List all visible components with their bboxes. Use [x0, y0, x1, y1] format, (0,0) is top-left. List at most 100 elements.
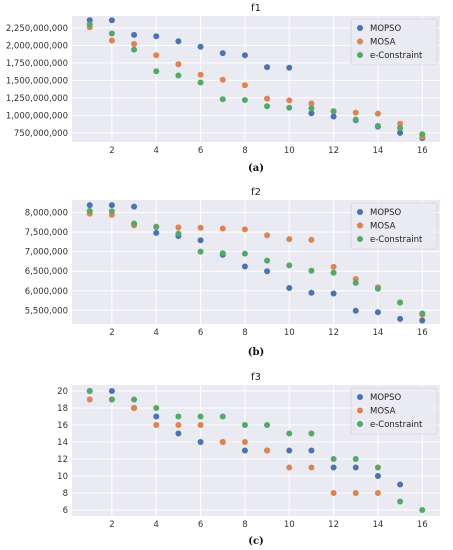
legend-label: MOPSO [370, 208, 402, 218]
y-tick-label: 20 [57, 387, 68, 397]
data-point [352, 116, 359, 123]
data-point [241, 438, 248, 445]
data-point [374, 285, 381, 292]
data-point [197, 43, 204, 50]
legend-marker [357, 52, 363, 58]
legend: MOPSO MOSA e-Constraint [350, 202, 438, 250]
data-point [241, 421, 248, 428]
data-point [219, 96, 226, 103]
data-point [419, 310, 426, 317]
data-point [153, 229, 160, 236]
data-point [219, 50, 226, 57]
data-point [131, 46, 138, 53]
y-tick-label: 7,500,000 [25, 228, 68, 238]
data-point [264, 421, 271, 428]
data-point [286, 104, 293, 111]
x-tick-label: 16 [417, 328, 428, 338]
data-point [197, 71, 204, 78]
data-point [153, 52, 160, 59]
data-point [308, 100, 315, 107]
data-point [374, 110, 381, 117]
data-point [197, 224, 204, 231]
data-point [308, 105, 315, 112]
data-point [352, 109, 359, 116]
series-MOPSO [86, 202, 426, 324]
data-point [108, 387, 115, 394]
legend-marker [357, 25, 363, 31]
x-tick-label: 6 [198, 520, 203, 530]
data-point [197, 421, 204, 428]
series-e-Constraint [86, 387, 426, 514]
data-point [374, 309, 381, 316]
x-tick-label: 2 [109, 328, 114, 338]
x-tick-label: 10 [284, 146, 295, 156]
data-point [286, 464, 293, 471]
data-point [108, 202, 115, 209]
y-tick-label: 1,750,000,000 [6, 59, 68, 69]
data-point [108, 30, 115, 37]
legend-box [350, 18, 438, 66]
x-tick-label: 4 [154, 146, 159, 156]
x-tick-label: 16 [417, 520, 428, 530]
data-point [241, 52, 248, 59]
data-point [352, 279, 359, 286]
data-point [330, 263, 337, 270]
data-point [308, 447, 315, 454]
data-point [352, 456, 359, 463]
data-point [264, 268, 271, 275]
legend-marker [357, 222, 363, 229]
data-point [219, 76, 226, 83]
data-point [286, 262, 293, 269]
data-point [175, 413, 182, 420]
data-point [264, 103, 271, 110]
y-tick-label: 18 [57, 404, 68, 414]
y-tick-label: 750,000,000 [14, 129, 68, 139]
legend-label: MOSA [370, 222, 396, 232]
data-point [86, 396, 93, 403]
y-tick-label: 7,000,000 [25, 248, 68, 258]
data-point [131, 404, 138, 411]
data-point [197, 237, 204, 244]
panel-title: f1 [251, 3, 261, 14]
data-point [153, 413, 160, 420]
data-point [397, 129, 404, 136]
data-point [197, 248, 204, 255]
x-tick-label: 8 [242, 328, 247, 338]
data-point [175, 224, 182, 231]
data-point [241, 447, 248, 454]
data-point [86, 202, 93, 209]
x-tick-label: 10 [284, 328, 295, 338]
data-point [330, 108, 337, 115]
panel-title: f2 [251, 187, 261, 198]
data-point [352, 464, 359, 471]
y-tick-label: 8,000,000 [25, 209, 68, 219]
y-tick-label: 5,500,000 [25, 306, 68, 316]
data-point [308, 289, 315, 296]
data-point [175, 430, 182, 437]
data-point [86, 387, 93, 394]
data-point [153, 33, 160, 40]
y-tick-label: 16 [57, 421, 68, 431]
legend-box [350, 202, 438, 250]
data-point [108, 17, 115, 24]
data-point [264, 447, 271, 454]
data-point [308, 430, 315, 437]
data-point [241, 97, 248, 103]
data-point [153, 421, 160, 428]
legend-label: e-Constraint [370, 235, 423, 245]
data-point [131, 31, 138, 38]
data-point [419, 317, 426, 324]
x-tick-label: 14 [373, 146, 384, 156]
x-tick-label: 6 [198, 328, 203, 338]
legend-label: MOSA [370, 407, 396, 417]
data-point [175, 230, 182, 237]
x-tick-label: 10 [284, 520, 295, 530]
y-tick-label: 2,000,000,000 [6, 41, 68, 51]
data-point [419, 507, 426, 514]
series-e-Constraint [86, 21, 426, 138]
panel-caption: (c) [248, 536, 264, 547]
data-point [352, 490, 359, 497]
x-tick-label: 4 [154, 328, 159, 338]
legend-label: e-Constraint [370, 420, 423, 430]
data-point [153, 223, 160, 230]
